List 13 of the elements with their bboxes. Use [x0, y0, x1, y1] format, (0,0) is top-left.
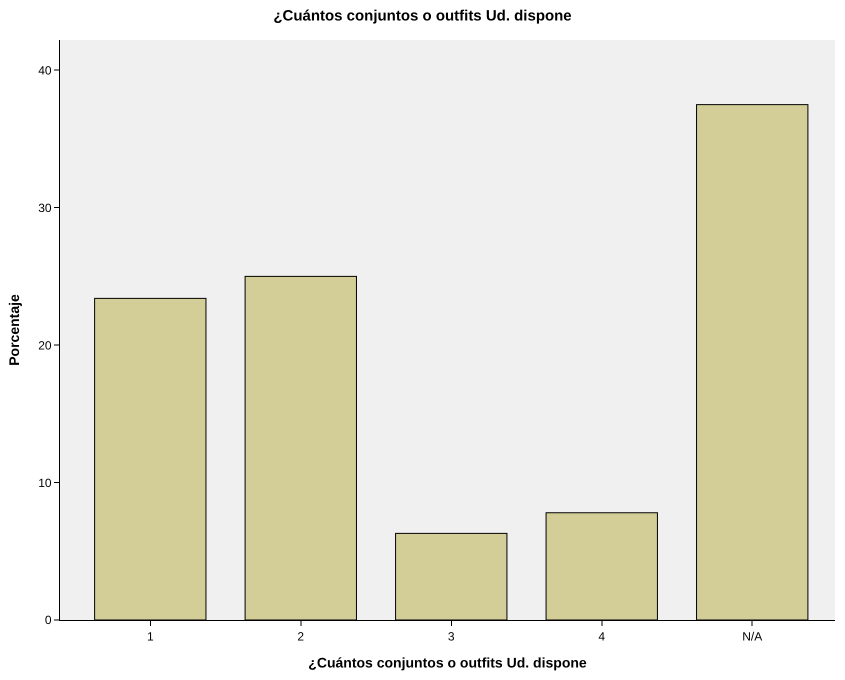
- y-tick-label: 20: [38, 338, 52, 352]
- x-tick-label: N/A: [742, 629, 762, 644]
- x-tick-label: 4: [598, 629, 606, 644]
- x-axis-title: ¿Cuántos conjuntos o outfits Ud. dispone: [308, 654, 587, 671]
- chart-title: ¿Cuántos conjuntos o outfits Ud. dispone: [273, 8, 572, 25]
- x-tick-label: 3: [448, 629, 455, 644]
- y-tick-label: 10: [38, 476, 52, 490]
- y-axis-title: Porcentaje: [6, 294, 22, 366]
- x-tick-label: 2: [297, 629, 304, 644]
- y-tick-label: 30: [38, 200, 52, 215]
- y-tick-label: 0: [44, 613, 52, 628]
- x-tick-label: 1: [146, 629, 154, 644]
- y-tick-label: 40: [38, 63, 52, 78]
